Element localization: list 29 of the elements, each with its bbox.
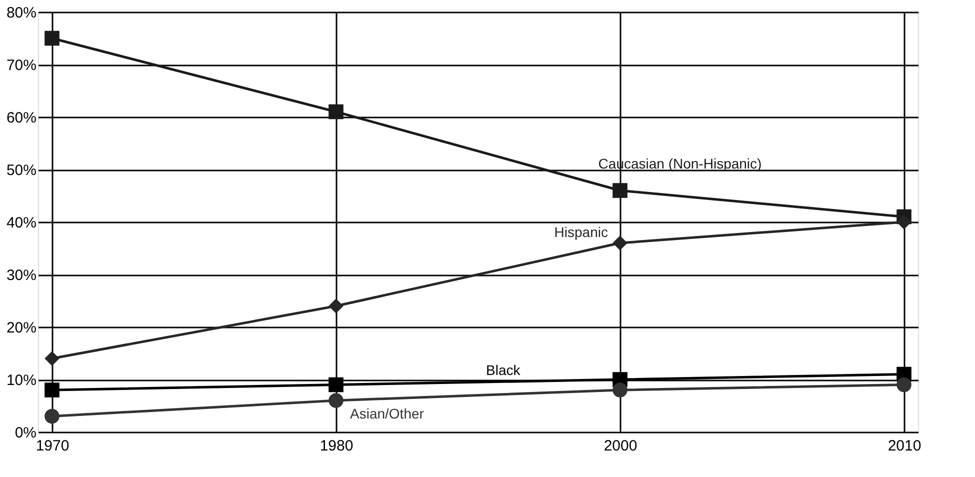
point (328, 393, 344, 408)
point (612, 236, 628, 250)
y-tick-label: 30% (6, 267, 36, 284)
point (44, 408, 60, 424)
series-label: Hispanic (554, 224, 608, 240)
y-tick-label: 80% (6, 4, 36, 22)
x-tick-label: 1970 (36, 438, 70, 454)
point (612, 183, 628, 198)
point (44, 351, 60, 366)
point (328, 104, 344, 120)
x-tick-label: 2010 (888, 438, 922, 454)
y-tick-label: 50% (6, 162, 36, 179)
point (328, 298, 344, 314)
point (612, 382, 628, 398)
y-tick-label: 60% (6, 110, 36, 126)
point (896, 214, 912, 230)
point (44, 382, 60, 398)
y-tick-label: 20% (6, 320, 36, 336)
x-tick-label: 1980 (320, 438, 354, 454)
y-tick-label: 10% (6, 372, 36, 389)
point (896, 377, 912, 392)
y-tick-label: 40% (6, 214, 36, 232)
point (328, 377, 344, 392)
series-label: Asian/Other (350, 406, 424, 422)
series-label: Black (486, 362, 522, 378)
x-tick-label: 2000 (604, 438, 638, 454)
y-tick-label: 0% (14, 424, 36, 442)
y-tick-label: 70% (6, 57, 36, 74)
point (44, 30, 60, 46)
